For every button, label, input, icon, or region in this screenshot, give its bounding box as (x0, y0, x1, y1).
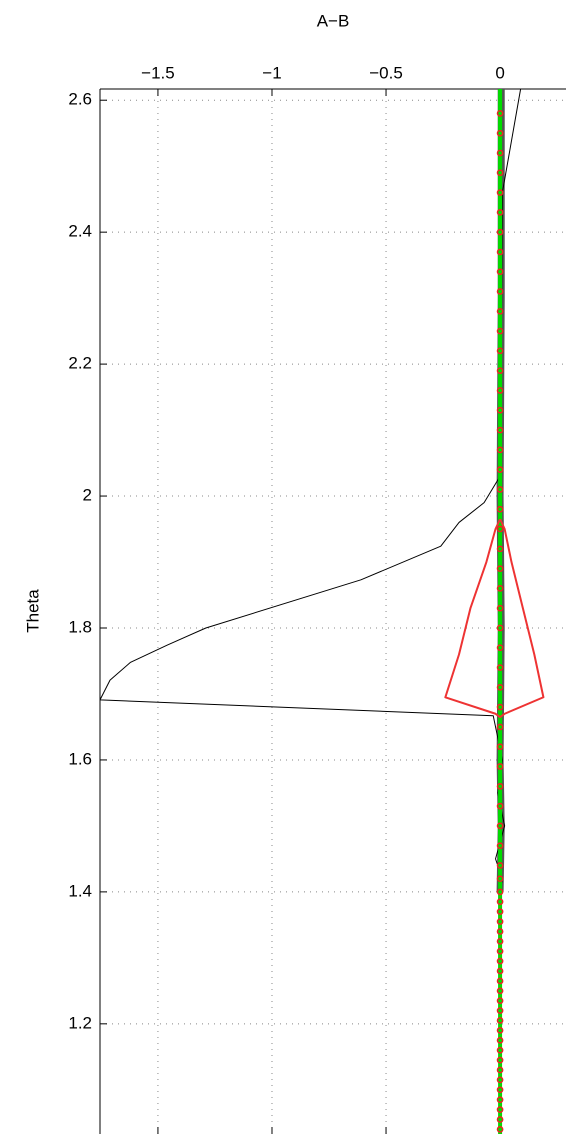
y-axis-label: Theta (23, 589, 42, 633)
series-line (99, 88, 522, 892)
marker (496, 703, 504, 711)
marker (496, 367, 504, 375)
marker (496, 1036, 504, 1044)
marker (496, 624, 504, 632)
marker (496, 347, 504, 355)
marker (496, 248, 504, 256)
y-tick-label: 1.6 (68, 749, 92, 768)
marker (496, 987, 504, 995)
marker (496, 387, 504, 394)
x-tick-label: −1.5 (141, 63, 175, 82)
marker (496, 525, 504, 533)
marker (496, 967, 504, 975)
marker (496, 862, 504, 869)
x-tick-label: −1 (262, 63, 281, 82)
marker (496, 209, 504, 216)
y-tick-label: 1.4 (68, 881, 92, 900)
marker (496, 149, 504, 157)
x-tick-label: −0.5 (369, 63, 403, 82)
y-tick-label: 2 (83, 486, 92, 505)
marker (496, 1106, 504, 1113)
marker (496, 505, 504, 513)
marker (496, 565, 504, 572)
marker (496, 977, 504, 985)
marker (496, 928, 504, 935)
marker (496, 585, 504, 592)
marker (496, 1046, 504, 1054)
marker (496, 466, 504, 474)
marker (496, 997, 504, 1005)
marker (496, 763, 504, 770)
marker (496, 228, 504, 236)
marker (496, 1076, 504, 1084)
marker (496, 723, 504, 731)
marker (496, 743, 504, 751)
marker (496, 918, 504, 925)
marker (496, 406, 504, 414)
y-tick-label: 2.6 (68, 90, 92, 109)
marker (496, 1056, 504, 1064)
marker (496, 1086, 504, 1094)
marker (496, 1096, 504, 1104)
marker (496, 189, 504, 196)
marker (496, 327, 504, 335)
marker (496, 169, 504, 177)
y-tick-label: 2.2 (68, 354, 92, 373)
marker (496, 684, 504, 691)
marker (496, 938, 504, 945)
marker (496, 604, 504, 612)
marker (496, 644, 504, 652)
marker (496, 307, 504, 315)
y-tick-label: 2.4 (68, 222, 92, 241)
marker (496, 545, 504, 553)
marker (496, 802, 504, 810)
marker (496, 875, 504, 883)
marker (496, 664, 504, 671)
marker (496, 268, 504, 276)
marker (496, 957, 504, 965)
marker (496, 888, 504, 896)
marker (496, 1007, 504, 1014)
marker (496, 446, 504, 454)
marker (496, 898, 504, 906)
marker (496, 1066, 504, 1074)
marker (496, 1116, 504, 1123)
marker (496, 782, 504, 790)
marker (496, 1017, 504, 1024)
x-tick-label: 0 (495, 63, 504, 82)
marker (496, 486, 504, 493)
x-axis-label: A−B (317, 11, 350, 30)
marker (496, 842, 504, 850)
series-line (444, 518, 545, 719)
marker (496, 129, 504, 137)
marker (496, 1126, 504, 1133)
marker (496, 1027, 504, 1034)
marker (496, 822, 504, 830)
y-tick-label: 1.2 (68, 1013, 92, 1032)
marker (496, 110, 504, 117)
marker (496, 908, 504, 916)
marker (496, 288, 504, 295)
marker (496, 426, 504, 434)
marker (496, 947, 504, 955)
y-tick-label: 1.8 (68, 617, 92, 636)
